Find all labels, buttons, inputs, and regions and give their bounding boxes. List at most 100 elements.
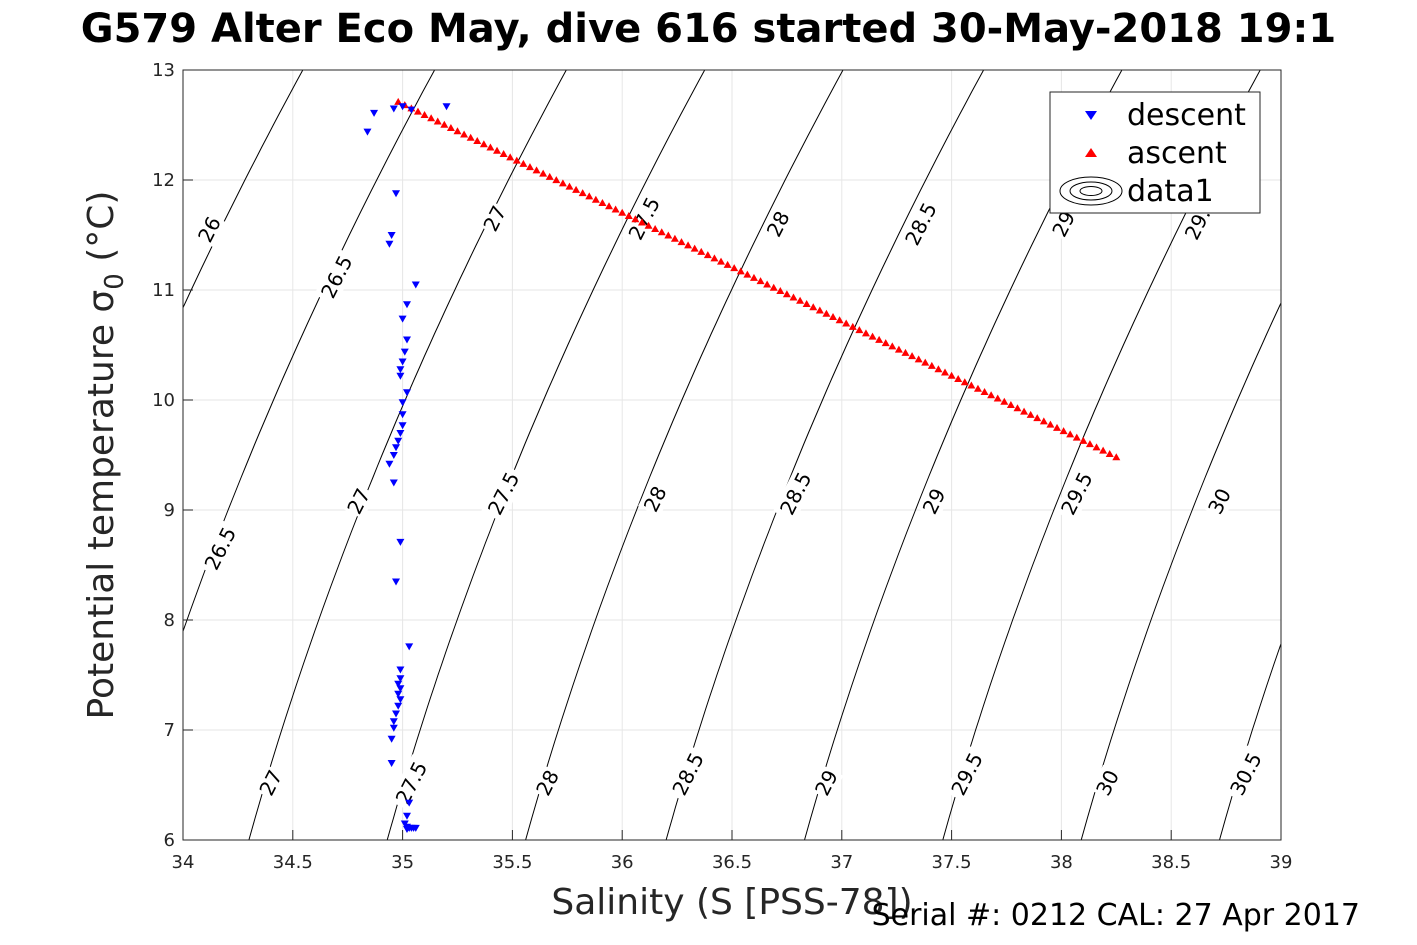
x-tick-label: 37: [830, 852, 853, 873]
descent-point: [396, 372, 405, 380]
ascent-point: [901, 348, 910, 356]
ascent-point: [486, 143, 495, 151]
ascent-point: [796, 296, 805, 304]
descent-point: [394, 680, 403, 688]
isopycnal-line: [248, 70, 567, 840]
contour-label-text: 29: [918, 484, 951, 518]
ascent-point: [651, 225, 660, 233]
ascent-point: [789, 293, 798, 301]
ascent-point: [934, 365, 943, 373]
contour-label: 26: [192, 211, 227, 248]
ascent-point: [1020, 407, 1029, 415]
ascent-point: [552, 176, 561, 184]
y-axis-ticks: 6 7 8 9 10 11 12 13: [152, 60, 193, 851]
contour-label: 29: [809, 764, 844, 801]
descent-point: [396, 696, 405, 704]
ascent-point: [908, 352, 917, 360]
ascent-point: [598, 198, 607, 206]
ascent-series: [394, 97, 1121, 461]
ascent-point: [888, 342, 897, 350]
ascent-point: [506, 153, 515, 161]
ascent-point: [466, 133, 475, 141]
ascent-point: [440, 120, 449, 128]
ascent-point: [1006, 401, 1015, 409]
y-tick-label: 10: [152, 390, 175, 411]
contour-label: 30: [1202, 483, 1237, 520]
descent-point: [407, 106, 416, 114]
ascent-point: [848, 322, 857, 330]
ascent-point: [1079, 436, 1088, 444]
ascent-point: [446, 123, 455, 131]
descent-point: [385, 460, 394, 468]
contour-label-bg: [1202, 483, 1237, 520]
ascent-point: [473, 137, 482, 145]
ascent-point: [769, 283, 778, 291]
contour-label-bg: [916, 483, 952, 520]
ascent-point: [677, 238, 686, 246]
ascent-point: [1026, 410, 1035, 418]
descent-legend-marker: [1085, 111, 1097, 120]
descent-point: [411, 281, 420, 289]
legend-box: [1049, 91, 1261, 214]
contour-label-bg: [1046, 206, 1081, 242]
descent-point: [398, 422, 407, 430]
ascent-point: [413, 107, 422, 115]
descent-point: [392, 710, 401, 718]
ascent-point: [1039, 417, 1048, 425]
contour-label: 27: [253, 764, 288, 801]
ascent-point: [670, 234, 679, 242]
ascent-point: [835, 316, 844, 324]
descent-point: [402, 389, 411, 397]
descent-point: [411, 824, 420, 832]
ascent-point: [512, 156, 521, 164]
ascent-point: [572, 185, 581, 193]
contour-label-bg: [530, 764, 565, 801]
contour-label-bg: [192, 211, 227, 248]
descent-point: [389, 724, 398, 732]
y-axis-label: Potential temperature σ0 (°C): [81, 191, 130, 720]
isopycnal-line: [1080, 301, 1281, 840]
ascent-point: [1046, 420, 1055, 428]
contour-label-text: 29: [810, 766, 843, 800]
ascent-point: [960, 378, 969, 386]
ascent-point: [743, 270, 752, 278]
ascent-point: [927, 361, 936, 369]
ascent-point: [782, 290, 791, 298]
descent-point: [402, 336, 411, 344]
ascent-point: [545, 172, 554, 180]
legend-descent-label: descent: [1127, 98, 1246, 133]
ascent-point: [690, 244, 699, 252]
legend: descent ascent data1: [1049, 91, 1261, 214]
x-tick-label: 34.5: [273, 852, 313, 873]
ascent-point: [1053, 423, 1062, 431]
legend-ascent-label: ascent: [1127, 136, 1227, 171]
x-axis-ticks: 34 34.5 35 35.5 36 36.5 37 37.5 38 38.5 39: [172, 830, 1292, 873]
contour-label-bg: [1054, 464, 1100, 523]
y-tick-label: 8: [164, 610, 175, 631]
ascent-point: [479, 140, 488, 148]
isopycnal-line: [665, 70, 985, 840]
ascent-point: [980, 388, 989, 396]
ascent-point: [763, 280, 772, 288]
ascent-point: [591, 195, 600, 203]
ascent-point: [1013, 404, 1022, 412]
ascent-point: [993, 394, 1002, 402]
contour-label-bg: [253, 764, 288, 801]
contour-label-text: 30: [1203, 484, 1236, 518]
y-tick-label: 9: [164, 500, 175, 521]
contour-label: 28.5: [665, 745, 711, 803]
ascent-point: [460, 130, 469, 138]
contour-label: 30.5: [1223, 745, 1269, 803]
ascent-point: [657, 228, 666, 236]
ascent-point: [611, 205, 620, 213]
descent-series: [363, 103, 451, 833]
ascent-point: [493, 146, 502, 154]
contour-label: 26.5: [314, 248, 360, 306]
isopycnal-line: [183, 70, 436, 633]
isopycnal-line: [525, 70, 844, 840]
ascent-point: [420, 110, 429, 118]
y-tick-label: 6: [164, 830, 175, 851]
ascent-point: [585, 192, 594, 200]
ascent-point: [914, 355, 923, 363]
descent-point: [387, 735, 396, 743]
